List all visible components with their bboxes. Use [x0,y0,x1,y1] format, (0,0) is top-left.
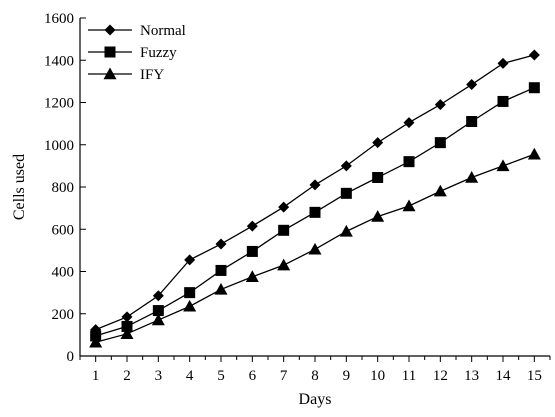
data-point [433,184,447,197]
x-tick-label: 3 [155,368,163,384]
data-point [340,160,352,172]
x-axis-label: Days [299,391,332,408]
data-point [497,95,509,107]
data-point [465,170,479,183]
data-point [152,290,164,302]
data-point [245,270,259,282]
data-point [184,287,196,299]
data-point [309,206,321,218]
series-fuzzy [90,82,540,342]
legend-marker [104,46,116,58]
series-group [89,49,541,348]
legend-label: Fuzzy [140,45,177,61]
data-point [214,282,228,295]
data-point [89,335,103,348]
legend-item: Fuzzy [88,45,177,61]
x-tick-label: 13 [464,368,479,384]
x-tick-label: 15 [527,368,542,384]
data-point [277,258,291,271]
data-point [246,245,258,257]
legend-marker [104,24,116,36]
x-tick-label: 8 [311,368,319,384]
x-tick-label: 9 [343,368,351,384]
data-point [402,199,416,212]
legend-label: Normal [140,23,186,39]
legend-item: IFY [88,67,164,83]
x-tick-label: 11 [402,368,416,384]
data-point [340,187,352,199]
series-ify [89,147,541,348]
data-point [121,311,133,323]
data-point [278,224,290,236]
y-tick-label: 1200 [44,96,74,112]
y-tick-label: 1000 [44,138,74,154]
x-tick-label: 7 [280,368,288,384]
data-point [309,179,321,191]
y-axis-label: Cells used [11,154,28,220]
y-tick-label: 200 [52,307,75,323]
series-normal [90,49,540,336]
x-tick-label: 4 [186,368,194,384]
data-point [120,327,134,340]
x-tick-label: 5 [217,368,225,384]
data-point [496,159,510,172]
data-point [527,147,541,160]
data-point [403,156,415,168]
x-tick-label: 12 [433,368,448,384]
data-point [339,224,353,237]
legend-item: Normal [88,23,186,39]
x-tick-label: 2 [123,368,131,384]
data-point [466,116,478,128]
data-point [121,320,133,332]
data-point [372,137,384,149]
data-point [434,137,446,149]
y-tick-label: 800 [52,180,75,196]
data-point [434,99,446,111]
data-point [152,305,164,317]
data-point [371,210,385,222]
data-point [278,201,290,213]
x-tick-label: 14 [496,368,512,384]
legend-marker [103,67,117,80]
data-point [215,238,227,250]
y-tick-label: 400 [52,265,75,281]
data-point [403,117,415,129]
x-tick-label: 6 [249,368,257,384]
data-point [372,171,384,183]
data-point [151,313,165,326]
data-point [215,264,227,276]
y-tick-label: 0 [67,349,75,365]
y-tick-label: 1400 [44,53,74,69]
data-point [246,220,258,232]
data-point [466,79,478,91]
x-tick-label: 1 [92,368,100,384]
data-point [528,49,540,61]
y-tick-label: 600 [52,222,75,238]
data-point [308,242,322,255]
legend: Normal Fuzzy IFY [88,23,186,83]
y-tick-label: 1600 [44,11,74,27]
series-line [95,54,535,331]
x-tick-label: 10 [370,368,385,384]
data-point [183,299,197,312]
data-point [528,82,540,94]
data-point [497,57,509,69]
legend-label: IFY [140,67,164,83]
data-point [184,254,196,266]
